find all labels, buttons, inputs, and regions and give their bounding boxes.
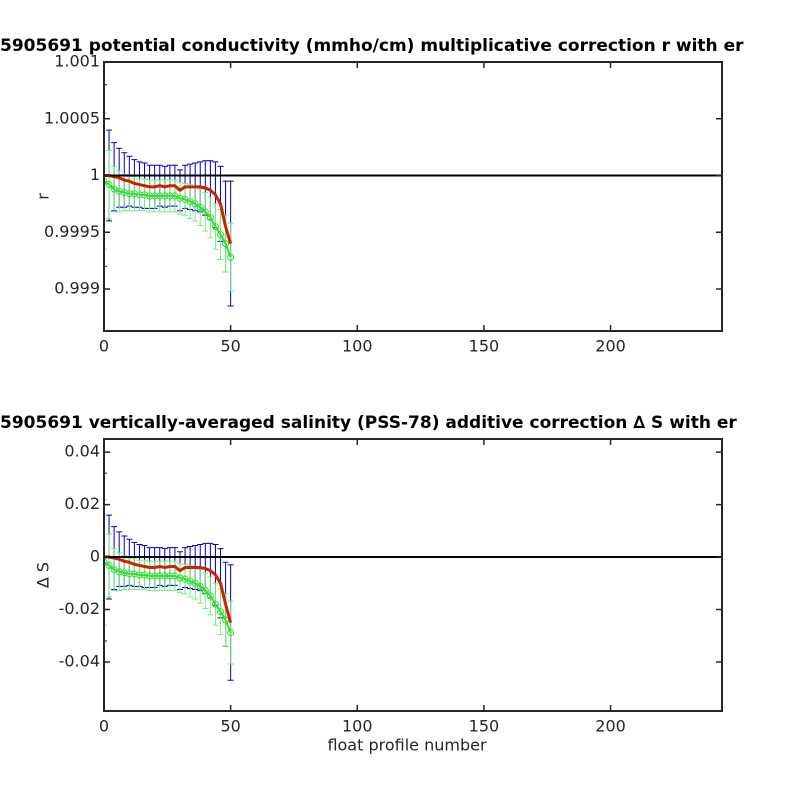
marker	[206, 213, 214, 221]
y-axis-label: ∆ S	[34, 562, 53, 589]
marker	[196, 203, 204, 211]
marker	[151, 572, 159, 580]
y-tick-label: -0.04	[59, 651, 100, 670]
y-tick-label: 0.999	[54, 279, 100, 298]
marker	[166, 572, 174, 580]
x-tick-label: 50	[220, 337, 240, 356]
marker	[105, 181, 113, 189]
marker	[125, 190, 133, 198]
marker	[201, 208, 209, 216]
x-tick-label: 150	[469, 337, 500, 356]
marker	[206, 592, 214, 600]
marker	[166, 192, 174, 200]
marker	[211, 600, 219, 608]
marker	[141, 191, 149, 199]
x-axis-label: float profile number	[327, 736, 487, 755]
marker	[196, 582, 204, 590]
marker	[161, 192, 169, 200]
x-tick-label: 50	[220, 717, 240, 736]
marker	[156, 572, 164, 580]
marker	[161, 572, 169, 580]
marker	[104, 177, 108, 185]
plot-area	[104, 62, 722, 331]
y-tick-label: 0.04	[64, 442, 100, 461]
plot-content	[104, 472, 235, 681]
marker	[105, 561, 113, 569]
marker	[141, 571, 149, 579]
x-tick-label: 100	[342, 337, 373, 356]
x-tick-label: 150	[469, 717, 500, 736]
marker	[146, 192, 154, 200]
x-tick-label: 0	[99, 717, 109, 736]
marker	[201, 587, 209, 595]
marker	[176, 194, 184, 202]
error-bar	[104, 84, 107, 267]
y-tick-label: -0.02	[59, 599, 100, 618]
y-tick-label: 1.001	[54, 52, 100, 71]
marker	[120, 189, 128, 197]
marker	[222, 240, 230, 248]
y-tick-label: 1	[90, 165, 100, 184]
y-tick-label: 0.9995	[44, 222, 100, 241]
y-tick-label: 0	[90, 547, 100, 566]
marker	[156, 192, 164, 200]
marker	[151, 192, 159, 200]
error-bar	[104, 472, 107, 642]
marker	[130, 570, 138, 578]
marker	[217, 608, 225, 616]
axes-box	[103, 61, 723, 332]
axes-box	[103, 438, 723, 712]
marker	[146, 572, 154, 580]
marker	[227, 253, 235, 261]
plot-content	[104, 84, 235, 307]
marker	[211, 223, 219, 231]
x-tick-label: 200	[595, 337, 626, 356]
series-line	[104, 555, 233, 624]
marker	[120, 569, 128, 577]
y-tick-label: 0.02	[64, 494, 100, 513]
plot-area	[104, 439, 722, 711]
marker	[125, 570, 133, 578]
marker	[135, 191, 143, 199]
marker	[227, 629, 235, 637]
y-axis-label: r	[34, 193, 53, 200]
marker	[217, 231, 225, 239]
marker	[191, 579, 199, 587]
marker	[130, 190, 138, 198]
series-line	[104, 174, 233, 245]
marker	[191, 200, 199, 208]
error-bar	[104, 498, 107, 626]
x-tick-label: 200	[595, 717, 626, 736]
error-bar	[104, 112, 107, 250]
marker	[104, 558, 108, 566]
x-tick-label: 0	[99, 337, 109, 356]
x-tick-label: 100	[342, 717, 373, 736]
chart-title: 5905691 vertically-averaged salinity (PS…	[0, 413, 737, 433]
marker	[135, 571, 143, 579]
chart-title: 5905691 potential conductivity (mmho/cm)…	[0, 36, 744, 56]
marker	[115, 568, 123, 576]
marker	[176, 574, 184, 582]
y-tick-label: 1.0005	[44, 108, 100, 127]
marker	[115, 187, 123, 195]
